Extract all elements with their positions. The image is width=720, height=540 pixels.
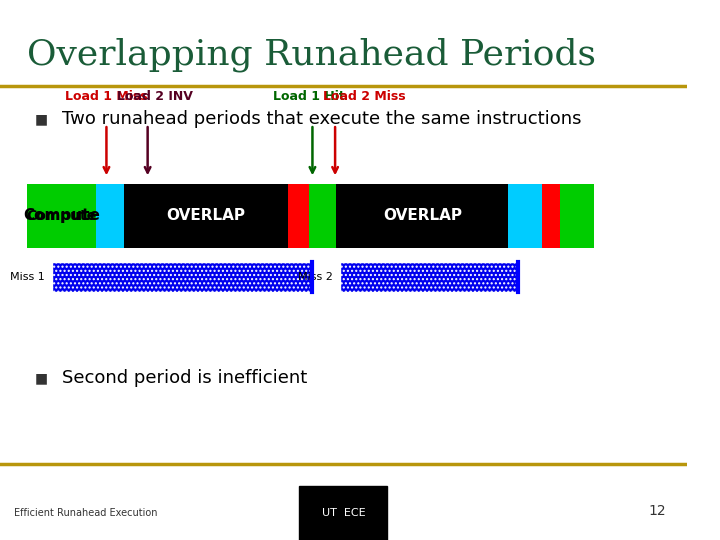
FancyBboxPatch shape [559, 184, 594, 248]
Text: ■: ■ [35, 371, 48, 385]
Text: Load 2 INV: Load 2 INV [117, 90, 192, 103]
Text: 12: 12 [649, 504, 666, 518]
FancyBboxPatch shape [508, 184, 542, 248]
FancyBboxPatch shape [124, 184, 289, 248]
Text: Efficient Runahead Execution: Efficient Runahead Execution [14, 508, 157, 518]
FancyBboxPatch shape [52, 262, 312, 292]
Text: Miss 2: Miss 2 [298, 272, 333, 282]
FancyBboxPatch shape [289, 184, 309, 248]
FancyBboxPatch shape [340, 262, 518, 292]
Text: Two runahead periods that execute the same instructions: Two runahead periods that execute the sa… [62, 110, 581, 128]
Text: Compute: Compute [27, 209, 97, 223]
Text: Load 2 Miss: Load 2 Miss [323, 90, 405, 103]
Text: Compute: Compute [23, 208, 100, 224]
Text: Load 1 Hit: Load 1 Hit [273, 90, 345, 103]
Text: OVERLAP: OVERLAP [383, 208, 462, 224]
Text: OVERLAP: OVERLAP [166, 208, 246, 224]
FancyBboxPatch shape [27, 184, 96, 248]
Text: ■: ■ [35, 112, 48, 126]
FancyBboxPatch shape [336, 184, 508, 248]
Text: Second period is inefficient: Second period is inefficient [62, 369, 307, 387]
Text: Load 1 Miss: Load 1 Miss [65, 90, 148, 103]
FancyBboxPatch shape [96, 184, 124, 248]
Text: Overlapping Runahead Periods: Overlapping Runahead Periods [27, 38, 596, 72]
Text: UT  ECE: UT ECE [322, 508, 365, 518]
Text: Miss 1: Miss 1 [10, 272, 45, 282]
FancyBboxPatch shape [542, 184, 559, 248]
FancyBboxPatch shape [309, 184, 336, 248]
Text: UT  ECE: UT ECE [322, 508, 365, 518]
